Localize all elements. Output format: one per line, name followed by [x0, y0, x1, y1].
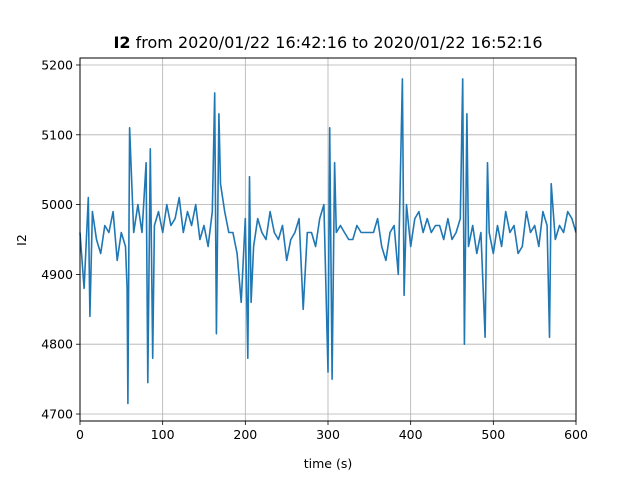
x-tick-label: 100	[151, 427, 175, 442]
x-tick: 500	[481, 421, 505, 442]
chart-title: I2 from 2020/01/22 16:42:16 to 2020/01/2…	[113, 33, 543, 52]
y-tick-label: 5000	[41, 197, 73, 212]
y-tick-label: 4800	[41, 337, 73, 352]
x-axis: 0 100 200 300 400 500 600	[76, 421, 588, 442]
y-tick-label: 4900	[41, 267, 73, 282]
x-tick-label: 200	[233, 427, 257, 442]
y-tick: 4700	[41, 407, 80, 422]
x-tick-label: 400	[399, 427, 423, 442]
y-tick-label: 4700	[41, 407, 73, 422]
y-tick-label: 5200	[41, 57, 73, 72]
series-line	[79, 78, 577, 405]
x-tick: 200	[233, 421, 257, 442]
x-axis-label: time (s)	[304, 456, 352, 471]
x-tick-label: 500	[481, 427, 505, 442]
y-axis-label: I2	[14, 234, 29, 246]
y-tick: 5200	[41, 57, 80, 72]
x-tick-label: 300	[316, 427, 340, 442]
x-tick: 300	[316, 421, 340, 442]
x-tick: 400	[399, 421, 423, 442]
x-tick-label: 600	[564, 427, 588, 442]
y-axis: 4700 4800 4900 5000 5100 5200	[41, 57, 80, 422]
y-tick-label: 5100	[41, 127, 73, 142]
x-tick-label: 0	[76, 427, 84, 442]
x-tick: 100	[151, 421, 175, 442]
y-tick: 5000	[41, 197, 80, 212]
y-tick: 4900	[41, 267, 80, 282]
plot-area	[79, 78, 577, 405]
y-tick: 5100	[41, 127, 80, 142]
x-tick: 600	[564, 421, 588, 442]
y-tick: 4800	[41, 337, 80, 352]
x-tick: 0	[76, 421, 84, 442]
